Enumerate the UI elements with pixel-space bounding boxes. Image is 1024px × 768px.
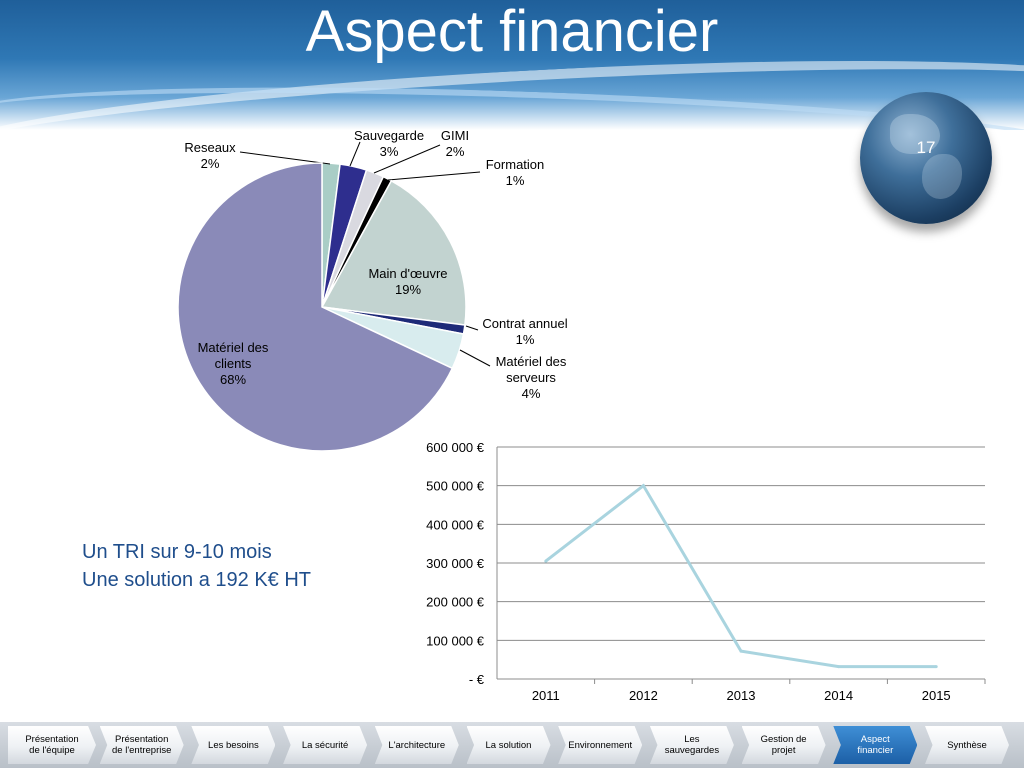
nav-item-label: L'architecture — [388, 739, 446, 751]
y-tick-label: 400 000 € — [426, 517, 485, 532]
leader-line-reseaux — [239, 151, 331, 165]
leader-line-mate-riel-des-serveurs — [459, 349, 491, 367]
nav-item-l-architecture[interactable]: L'architecture — [374, 726, 459, 764]
nav-item-la-solution[interactable]: La solution — [466, 726, 551, 764]
pie-value-main-d-uvre: 19% — [395, 282, 421, 297]
pie-value-mate-riel-des-clients: 68% — [220, 372, 246, 387]
y-tick-label: 100 000 € — [426, 633, 485, 648]
pie-label-contrat-annuel: Contrat annuel — [482, 316, 567, 331]
pie-chart: Reseaux2%Sauvegarde3%GIMI2%Formation1%Ma… — [177, 128, 568, 452]
nav-item-label: Environnement — [568, 739, 633, 751]
y-tick-label: 300 000 € — [426, 556, 485, 571]
pie-value-sauvegarde: 3% — [380, 144, 399, 159]
line-point — [641, 484, 645, 488]
tri-line: Un TRI sur 9-10 mois — [82, 541, 272, 563]
nav-item-environnement[interactable]: Environnement — [558, 726, 643, 764]
summary-text: Un TRI sur 9-10 mois Une solution a 192 … — [82, 538, 311, 594]
line-chart: - € 100 000 € 200 000 € 300 000 € 400 000 € 5… — [426, 440, 986, 703]
nav-item-label: Gestion de projet — [760, 734, 807, 756]
pie-slice-main-d-uvre — [320, 179, 467, 326]
nav-item-synthe-se[interactable]: Synthèse — [925, 726, 1009, 764]
price-line: Une solution a 192 K€ HT — [82, 569, 312, 591]
line-point — [739, 649, 743, 653]
y-tick-label: 200 000 € — [426, 595, 485, 610]
header-banner — [0, 0, 1024, 130]
pie-value-contrat-annuel: 1% — [516, 332, 535, 347]
pie-label-gimi: GIMI — [441, 128, 469, 143]
pie-label-mate-riel-des-clients: clients — [215, 356, 252, 371]
nav-item-label: Présentation de l'équipe — [25, 734, 79, 756]
nav-item-les-sauvegardes[interactable]: Les sauvegardes — [649, 726, 734, 764]
y-tick-label: - € — [469, 672, 485, 687]
leader-line-contrat-annuel — [465, 325, 479, 331]
x-tick-label: 2015 — [922, 688, 951, 703]
pie-value-formation: 1% — [506, 173, 525, 188]
x-tick-label: 2014 — [824, 688, 853, 703]
pie-label-mate-riel-des-serveurs: serveurs — [506, 370, 556, 385]
x-tick-label: 2013 — [727, 688, 756, 703]
nav-item-label: La sécurité — [301, 739, 349, 751]
pie-label-mate-riel-des-clients: Matériel des — [198, 340, 269, 355]
nav-item-les-besoins[interactable]: Les besoins — [191, 726, 276, 764]
pie-slice-mate-riel-des-clients — [177, 162, 454, 452]
pie-value-reseaux: 2% — [201, 156, 220, 171]
pie-label-reseaux: Reseaux — [184, 140, 236, 155]
page-number: 17 — [916, 138, 936, 157]
nav-item-label: Présentation de l'entreprise — [112, 734, 172, 756]
nav-item-gestion-de-projet[interactable]: Gestion de projet — [741, 726, 826, 764]
nav-item-label: Synthèse — [947, 739, 987, 751]
globe-icon: 17 — [860, 92, 992, 224]
nav-item-label: Aspect financier — [857, 734, 894, 756]
line-point — [544, 559, 548, 563]
x-tick-label: 2011 — [532, 688, 560, 703]
leader-line-gimi — [373, 144, 441, 174]
pie-value-mate-riel-des-serveurs: 4% — [522, 386, 541, 401]
nav-item-label: Les sauvegardes — [664, 734, 720, 756]
nav-item-pre-sentation-de-l-e-quipe[interactable]: Présentation de l'équipe — [8, 726, 96, 764]
nav-item-la-se-curite[interactable]: La sécurité — [283, 726, 368, 764]
leader-line-sauvegarde — [349, 141, 361, 167]
nav-item-label: La solution — [485, 739, 532, 751]
nav-item-label: Les besoins — [208, 739, 259, 751]
line-point — [837, 665, 841, 669]
pie-label-mate-riel-des-serveurs: Matériel des — [496, 354, 567, 369]
navigation-bar: Présentation de l'équipe Présentation de … — [0, 722, 1024, 768]
line-point — [934, 665, 938, 669]
x-tick-label: 2012 — [629, 688, 658, 703]
pie-label-main-d-uvre: Main d'œuvre — [368, 266, 447, 281]
y-tick-label: 500 000 € — [426, 479, 485, 494]
line-series — [544, 483, 937, 669]
y-tick-label: 600 000 € — [426, 440, 485, 455]
nav-item-aspect-financier[interactable]: Aspect financier — [833, 726, 918, 764]
pie-value-gimi: 2% — [446, 144, 465, 159]
leader-line-formation — [387, 171, 481, 181]
nav-item-pre-sentation-de-l-entreprise[interactable]: Présentation de l'entreprise — [99, 726, 184, 764]
pie-label-formation: Formation — [486, 157, 545, 172]
pie-label-sauvegarde: Sauvegarde — [354, 128, 424, 143]
slide-title: Aspect financier — [305, 0, 719, 64]
